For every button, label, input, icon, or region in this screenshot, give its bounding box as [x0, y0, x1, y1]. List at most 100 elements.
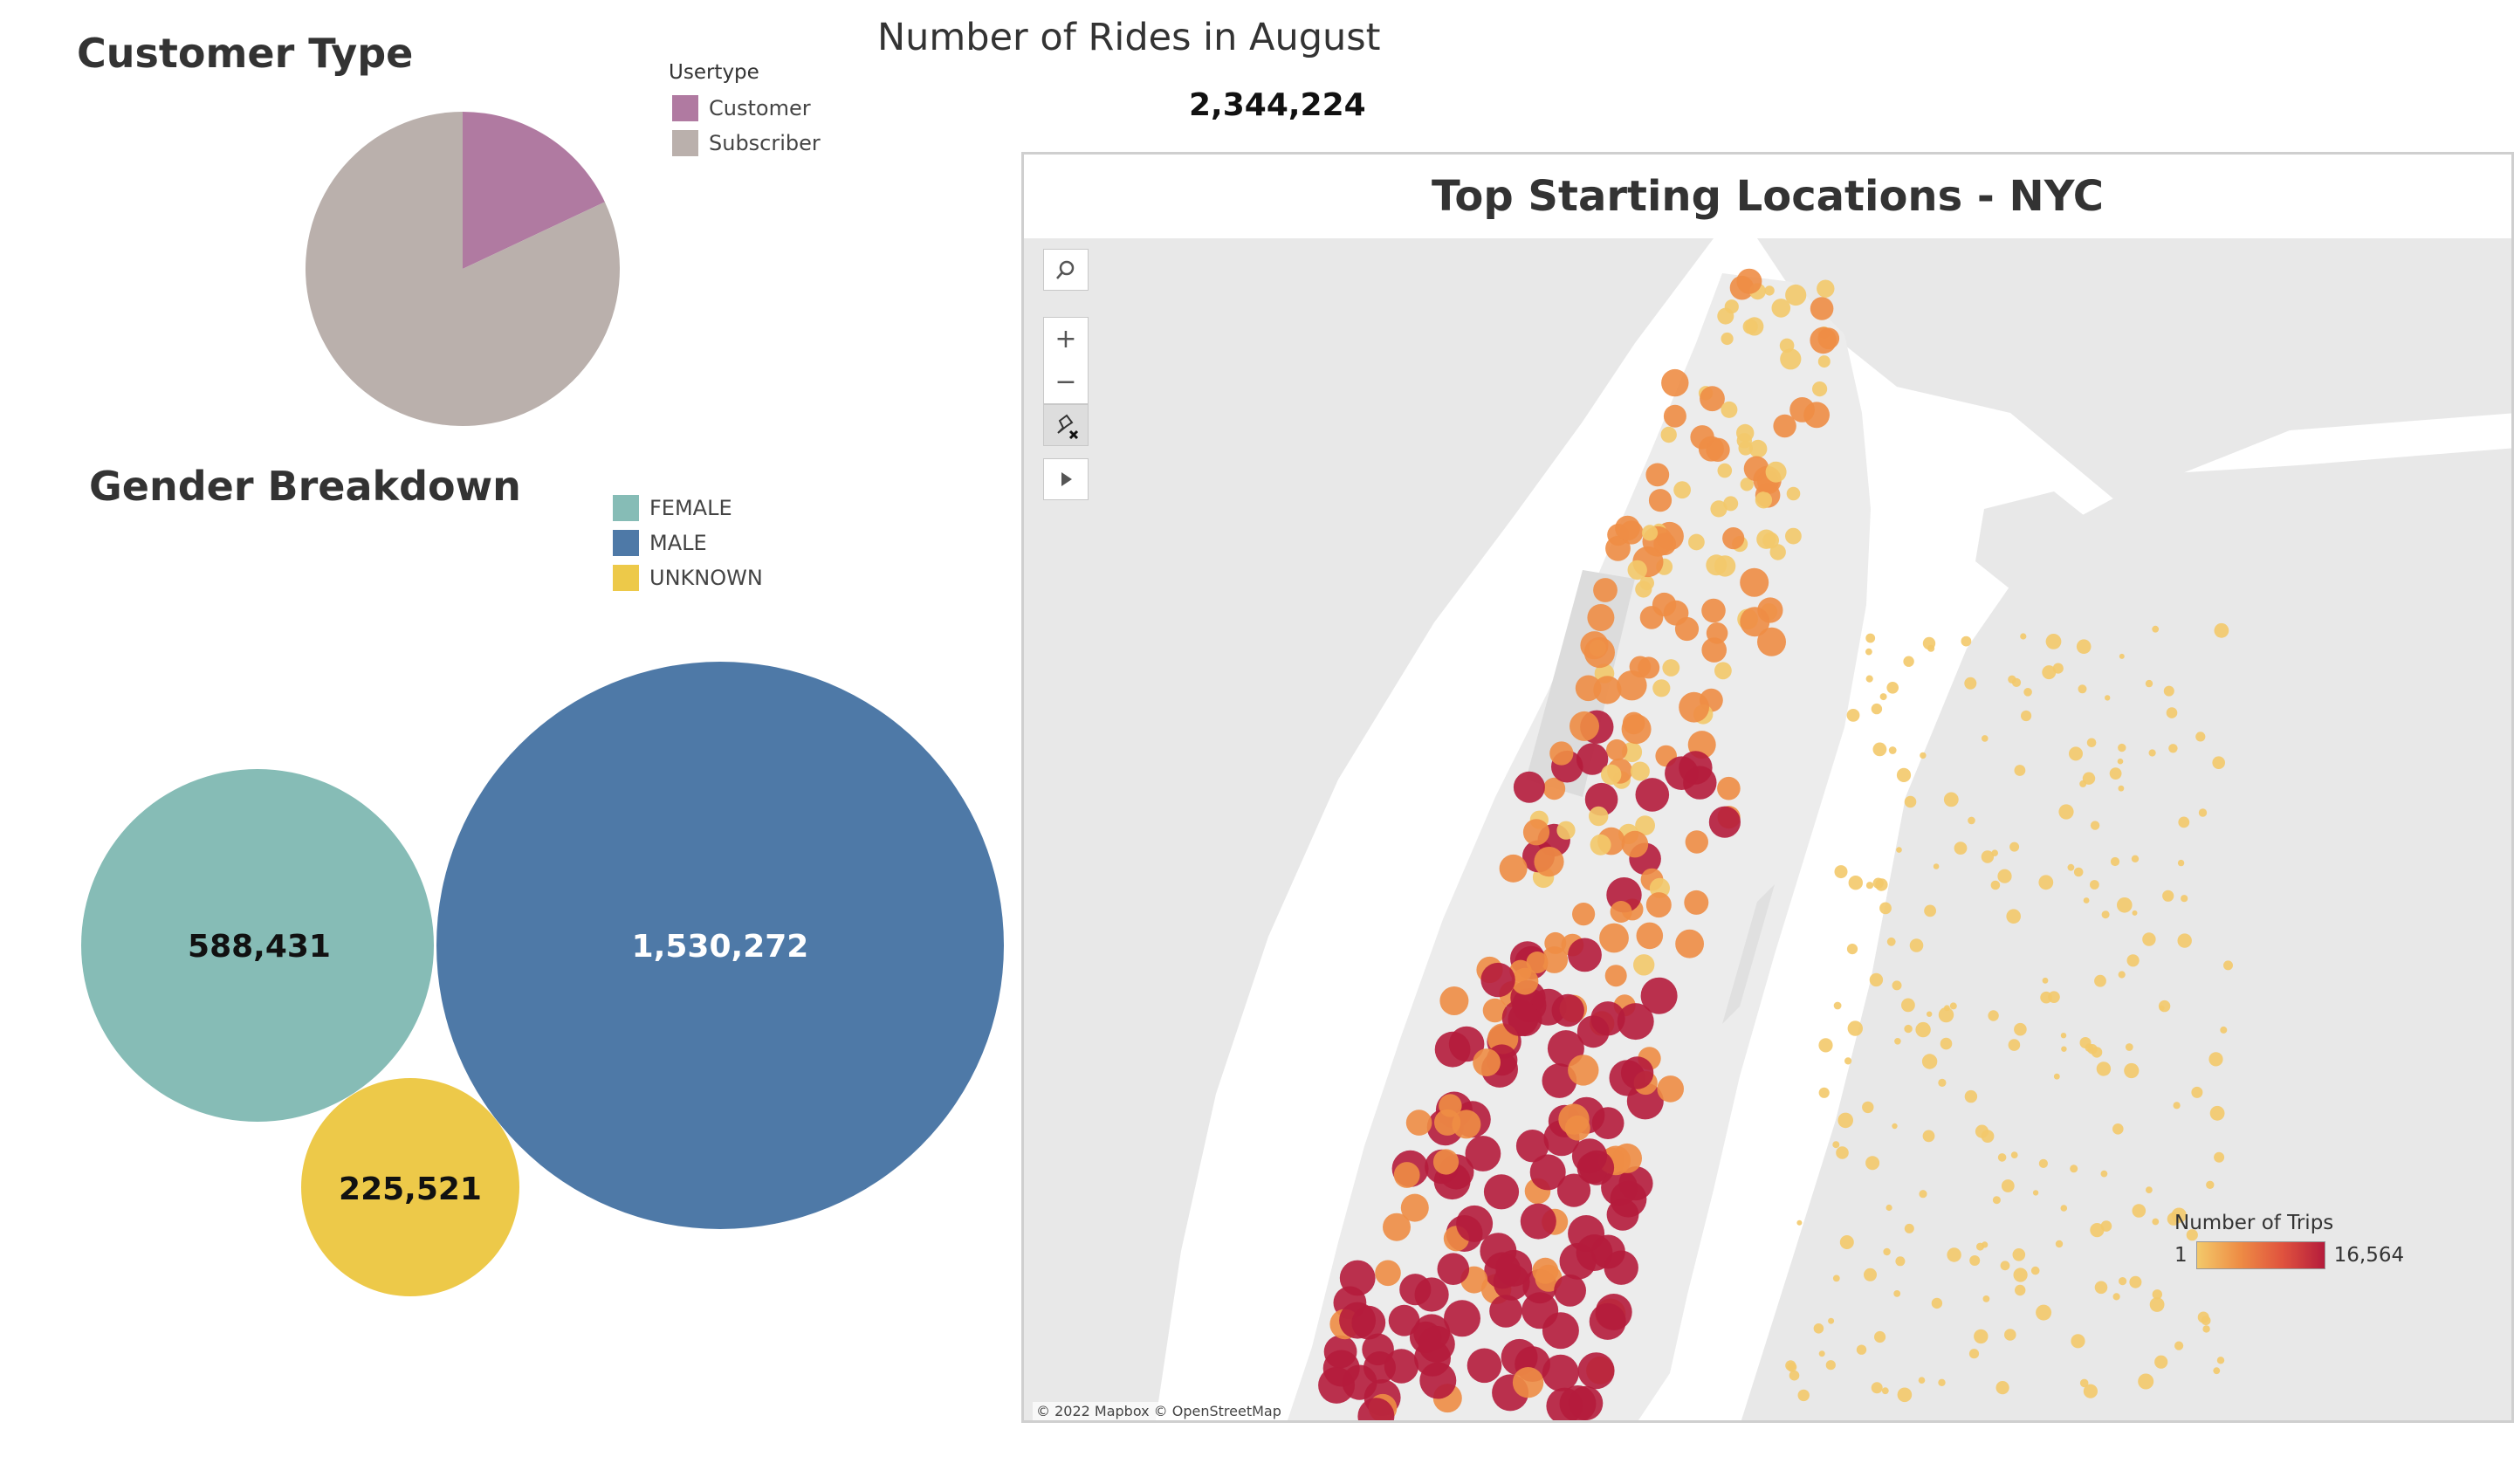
- station-dot[interactable]: [2079, 1037, 2092, 1048]
- station-dot[interactable]: [1982, 735, 1989, 742]
- station-dot[interactable]: [2014, 765, 2026, 776]
- station-dot[interactable]: [1938, 1007, 1954, 1023]
- station-dot[interactable]: [1897, 1387, 1913, 1403]
- station-dot[interactable]: [1886, 937, 1896, 946]
- station-dot[interactable]: [1482, 998, 1508, 1023]
- station-dot[interactable]: [1825, 1360, 1836, 1371]
- station-dot[interactable]: [1721, 401, 1738, 418]
- station-dot[interactable]: [1773, 414, 1796, 438]
- station-dots[interactable]: [1318, 268, 2233, 1423]
- station-dot[interactable]: [1604, 965, 1627, 987]
- station-dot[interactable]: [1883, 1247, 1891, 1256]
- station-dot[interactable]: [1922, 636, 1936, 650]
- station-dot[interactable]: [1931, 1297, 1943, 1309]
- station-dot[interactable]: [2010, 1151, 2018, 1158]
- station-dot[interactable]: [1570, 711, 1599, 741]
- station-dot[interactable]: [1988, 1010, 1999, 1021]
- station-dot[interactable]: [1512, 1367, 1544, 1398]
- station-dot[interactable]: [1617, 1003, 1654, 1041]
- map-svg[interactable]: [1024, 238, 2514, 1423]
- station-dot[interactable]: [1617, 670, 1647, 701]
- station-dot[interactable]: [1997, 1153, 2007, 1162]
- station-dot[interactable]: [1483, 1174, 1520, 1210]
- station-dot[interactable]: [1473, 1048, 1501, 1076]
- station-dot[interactable]: [2032, 1190, 2039, 1196]
- station-dot[interactable]: [1832, 1274, 1840, 1282]
- station-dot[interactable]: [1501, 1000, 1539, 1037]
- station-dot[interactable]: [2181, 895, 2188, 903]
- station-dot[interactable]: [2163, 685, 2174, 697]
- zoom-in-icon[interactable]: +: [1054, 324, 1077, 354]
- station-dot[interactable]: [1610, 901, 1632, 923]
- station-dot[interactable]: [2132, 910, 2138, 916]
- station-dot[interactable]: [1511, 967, 1539, 995]
- station-dot[interactable]: [1568, 1385, 1604, 1420]
- station-dot[interactable]: [2152, 1218, 2160, 1226]
- station-dot[interactable]: [1944, 1005, 1950, 1012]
- station-dot[interactable]: [2090, 1223, 2105, 1238]
- station-dot[interactable]: [2082, 772, 2096, 785]
- station-dot[interactable]: [1639, 606, 1664, 629]
- station-dot[interactable]: [1803, 402, 1830, 429]
- station-dot[interactable]: [1817, 279, 1835, 298]
- station-dot[interactable]: [2008, 675, 2016, 684]
- station-dot[interactable]: [1685, 830, 1708, 854]
- station-dot[interactable]: [1810, 297, 1834, 320]
- station-dot[interactable]: [1886, 682, 1899, 694]
- station-dot[interactable]: [1847, 1020, 1863, 1036]
- station-dot[interactable]: [1904, 795, 1917, 808]
- station-dot[interactable]: [1388, 1304, 1420, 1336]
- station-dot[interactable]: [2220, 1026, 2228, 1034]
- station-dot[interactable]: [2036, 1304, 2052, 1321]
- station-dot[interactable]: [2091, 1047, 2103, 1058]
- station-dot[interactable]: [2198, 808, 2208, 817]
- station-dot[interactable]: [1975, 1124, 1989, 1138]
- station-dot[interactable]: [1621, 714, 1652, 745]
- station-dot[interactable]: [2101, 910, 2110, 919]
- station-dot[interactable]: [1904, 1024, 1913, 1034]
- station-dot[interactable]: [1675, 929, 1704, 958]
- station-dot[interactable]: [1590, 834, 1611, 855]
- station-dot[interactable]: [1648, 489, 1673, 512]
- station-dot[interactable]: [1638, 656, 1660, 679]
- station-dot[interactable]: [2109, 767, 2122, 780]
- station-dot[interactable]: [2021, 710, 2032, 722]
- station-dot[interactable]: [1982, 1295, 1990, 1302]
- station-dot[interactable]: [2158, 1000, 2171, 1013]
- station-dot[interactable]: [2167, 1212, 2181, 1226]
- station-dot[interactable]: [1964, 1089, 1978, 1103]
- station-dot[interactable]: [2112, 1123, 2124, 1135]
- station-dot[interactable]: [1817, 355, 1831, 368]
- station-dot[interactable]: [1920, 752, 1927, 759]
- station-dot[interactable]: [1589, 1302, 1626, 1340]
- station-dot[interactable]: [2004, 1329, 2016, 1341]
- station-dot[interactable]: [1657, 1075, 1684, 1103]
- station-dot[interactable]: [2118, 785, 2125, 792]
- station-dot[interactable]: [1765, 461, 1787, 483]
- station-dot[interactable]: [1635, 778, 1670, 812]
- station-dot[interactable]: [2060, 1205, 2068, 1212]
- play-button[interactable]: [1043, 458, 1089, 500]
- map-area[interactable]: + − Number of Trips 1 16,564 © 2022 Mapb…: [1024, 238, 2514, 1423]
- station-dot[interactable]: [1661, 368, 1689, 397]
- station-dot[interactable]: [1357, 1398, 1395, 1423]
- station-dot[interactable]: [1949, 1002, 1957, 1010]
- station-dot[interactable]: [1797, 1389, 1810, 1402]
- station-dot[interactable]: [2195, 732, 2206, 742]
- station-dot[interactable]: [2030, 1266, 2040, 1275]
- station-dot[interactable]: [1976, 1242, 1984, 1251]
- station-dot[interactable]: [2118, 971, 2126, 979]
- station-dot[interactable]: [2048, 991, 2060, 1003]
- legend-item-male[interactable]: MALE: [613, 526, 763, 560]
- station-dot[interactable]: [1688, 533, 1705, 551]
- station-dot[interactable]: [1584, 782, 1618, 816]
- station-dot[interactable]: [1904, 1223, 1914, 1233]
- station-dot[interactable]: [1740, 567, 1769, 597]
- bubble-female[interactable]: [81, 769, 434, 1122]
- station-dot[interactable]: [1785, 284, 1807, 306]
- station-dot[interactable]: [2012, 1248, 2026, 1261]
- station-dot[interactable]: [1933, 863, 1940, 869]
- station-dot[interactable]: [1834, 865, 1848, 879]
- station-dot[interactable]: [2132, 1204, 2147, 1218]
- station-dot[interactable]: [2124, 1062, 2140, 1079]
